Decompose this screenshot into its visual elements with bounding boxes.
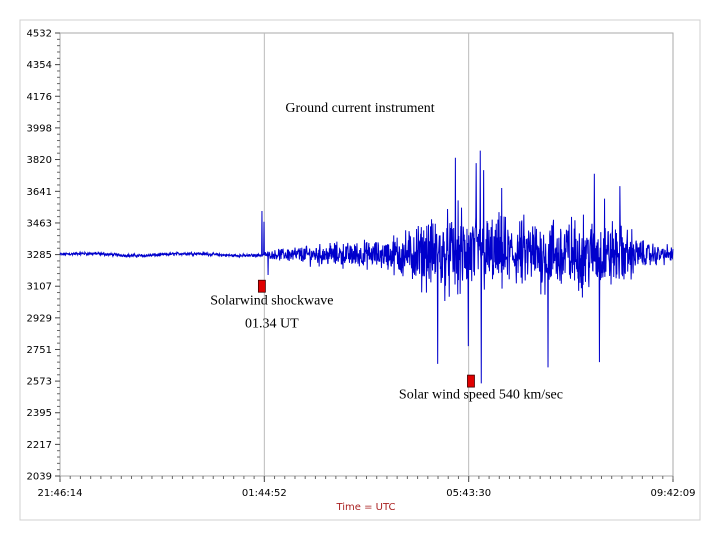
y-tick-label: 4532 (27, 29, 52, 40)
y-tick-label: 2929 (27, 313, 52, 324)
y-tick-label: 2395 (27, 408, 52, 419)
event-markers (257, 279, 475, 388)
y-tick-label: 2039 (27, 472, 52, 483)
y-tick-label: 3463 (27, 218, 52, 229)
y-tick-label: 3998 (27, 123, 52, 134)
annotation-label: 01.34 UT (245, 316, 299, 331)
x-tick-label: 21:46:14 (38, 488, 83, 499)
event-marker (257, 279, 266, 293)
annotation-label: Solar wind speed 540 km/sec (399, 388, 563, 403)
y-tick-label: 3107 (27, 282, 52, 293)
y-tick-label: 2217 (27, 440, 52, 451)
x-axis: 21:46:14 01:44:52 05:43:30 09:42:09 (38, 476, 696, 499)
annotations: Solarwind shockwave 01.34 UT Solar wind sp… (210, 293, 563, 402)
y-tick-label: 3641 (27, 187, 52, 198)
x-tick-label: 05:43:30 (446, 488, 491, 499)
y-tick-label: 2751 (27, 345, 52, 356)
event-marker (467, 374, 475, 388)
y-tick-label: 3285 (27, 250, 52, 261)
y-tick-label: 2573 (27, 377, 52, 388)
y-axis: 2039 2217 2395 2573 2751 2929 3107 3285 3463 3641… (27, 29, 60, 483)
x-tick-label: 09:42:09 (651, 488, 696, 499)
x-axis-label: Time = UTC (335, 502, 395, 513)
series-line (59, 150, 674, 384)
x-tick-label: 01:44:52 (242, 488, 287, 499)
y-tick-label: 4176 (27, 92, 52, 103)
y-tick-label: 4354 (27, 60, 52, 71)
annotation-label: Solarwind shockwave (210, 293, 333, 308)
y-tick-label: 3820 (27, 155, 52, 166)
chart-title: Ground current instrument (285, 101, 434, 116)
